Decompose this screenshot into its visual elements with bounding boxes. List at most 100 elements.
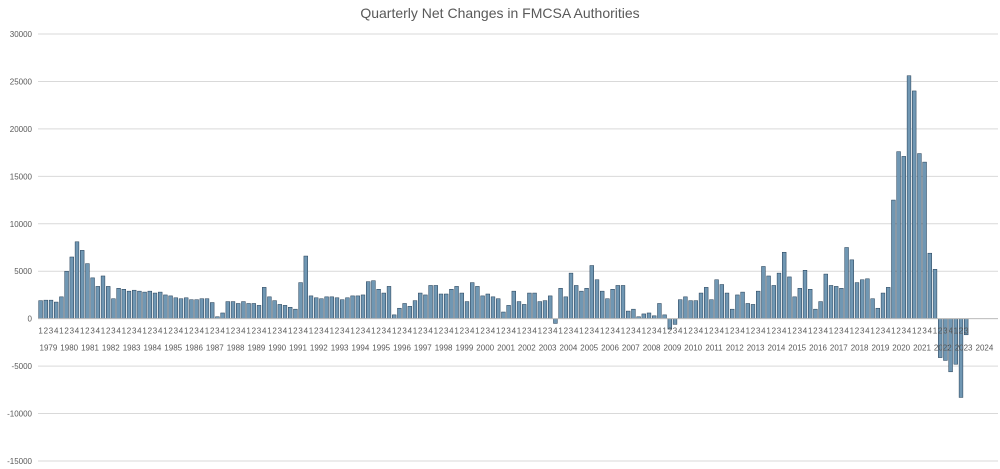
bar [761,266,766,319]
bar [589,265,594,319]
bar [490,296,496,319]
x-quarter-tick-label: 1 [246,327,251,336]
x-quarter-tick-label: 1 [850,327,855,336]
x-year-tick-label: 2013 [747,344,765,353]
bar [475,286,480,319]
x-quarter-tick-label: 3 [486,327,491,336]
x-year-tick-label: 1981 [81,344,99,353]
x-quarter-tick-label: 3 [798,327,803,336]
bar [901,156,906,319]
bar [371,280,376,319]
x-quarter-tick-label: 2 [252,327,257,336]
bar [537,301,542,319]
bar [267,296,272,319]
x-quarter-tick-label: 3 [569,327,574,336]
x-year-tick-label: 2002 [518,344,536,353]
x-quarter-tick-label: 3 [714,327,719,336]
bar [412,300,418,319]
bar [121,289,126,319]
bar [849,259,854,319]
x-quarter-tick-label: 2 [397,327,402,336]
bar [106,286,111,319]
bar [719,284,724,319]
bar [631,308,636,319]
bar [797,288,802,319]
x-quarter-tick-label: 4 [304,327,309,336]
x-quarter-tick-label: 2 [938,327,943,336]
bar [906,75,912,319]
bar [85,263,90,319]
bar [730,308,735,319]
x-quarter-tick-label: 3 [506,327,511,336]
y-tick-label: 20000 [10,125,33,134]
bar [178,298,184,319]
x-quarter-tick-label: 2 [834,327,839,336]
x-year-tick-label: 2011 [705,344,723,353]
x-quarter-tick-label: 4 [54,327,59,336]
x-quarter-tick-label: 4 [241,327,246,336]
bar [688,300,693,319]
y-tick-label: 15000 [10,172,33,181]
bar [340,299,345,319]
gridlines [38,33,998,462]
bar [745,303,750,319]
bar [750,304,756,319]
bar [834,286,839,319]
y-tick-label: 0 [28,315,33,324]
x-quarter-tick-label: 4 [865,327,870,336]
x-quarter-tick-label: 1 [662,327,667,336]
x-year-tick-label: 1997 [414,344,432,353]
bar [860,279,865,319]
bar [126,290,132,319]
x-quarter-tick-label: 4 [636,327,641,336]
x-quarter-tick-label: 2 [792,327,797,336]
bar [329,296,334,319]
x-quarter-tick-label: 2 [626,327,631,336]
bar [376,289,381,319]
x-quarter-tick-label: 2 [168,327,173,336]
x-quarter-tick-label: 4 [179,327,184,336]
x-quarter-tick-label: 2 [44,327,49,336]
bar [610,289,615,319]
bar [381,292,386,319]
bar [303,255,308,319]
x-quarter-tick-label: 1 [163,327,168,336]
x-quarter-tick-label: 1 [330,327,335,336]
bar [163,294,168,319]
bar [246,303,251,319]
x-year-tick-label: 2004 [560,344,578,353]
x-quarter-tick-label: 3 [922,327,927,336]
y-tick-label: 10000 [10,220,33,229]
x-year-tick-label: 1983 [123,344,141,353]
x-quarter-tick-label: 2 [210,327,215,336]
x-quarter-tick-label: 1 [933,327,938,336]
bar [64,270,69,319]
x-quarter-tick-label: 3 [402,327,407,336]
x-quarter-tick-label: 1 [725,327,730,336]
x-quarter-tick-label: 1 [413,327,418,336]
bar [496,298,501,319]
x-quarter-tick-label: 3 [340,327,345,336]
bar [953,318,958,365]
x-quarter-tick-label: 2 [189,327,194,336]
x-year-tick-label: 1995 [372,344,390,353]
x-quarter-tick-label: 3 [49,327,54,336]
bar [943,318,948,361]
bar [724,292,730,319]
x-year-tick-label: 2001 [497,344,515,353]
x-year-tick-label: 1980 [60,344,78,353]
x-quarter-tick-label: 4 [262,327,267,336]
x-quarter-tick-label: 1 [683,327,688,336]
x-quarter-tick-label: 4 [782,327,787,336]
x-year-tick-label: 2000 [476,344,494,353]
bar [844,247,849,319]
x-quarter-tick-label: 4 [512,327,517,336]
x-quarter-tick-label: 4 [699,327,704,336]
x-quarter-tick-label: 2 [460,327,465,336]
x-quarter-tick-label: 1 [621,327,626,336]
bar [116,288,121,319]
bar [454,286,459,319]
x-quarter-tick-label: 4 [761,327,766,336]
x-quarter-tick-label: 2 [439,327,444,336]
y-axis-tick-labels: -15000 -10000 -5000 0 5000 10000 15000 20000 250… [7,30,32,466]
